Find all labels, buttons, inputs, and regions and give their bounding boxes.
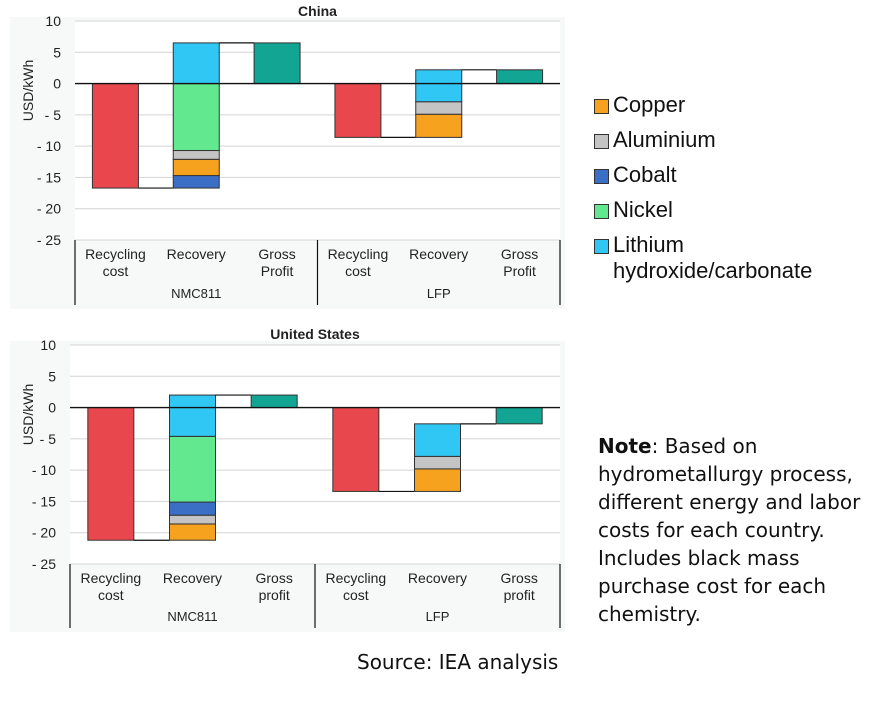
- bar-segment-aluminium: [169, 514, 216, 525]
- category-label-line: Gross: [500, 570, 537, 586]
- category-label: Recovery: [167, 246, 226, 262]
- bar-recycling-cost: [91, 83, 139, 189]
- category-label-line: profit: [504, 587, 535, 603]
- category-label: Recovery: [409, 246, 468, 262]
- y-tick-label: 5: [48, 368, 56, 384]
- y-tick-label: - 25: [37, 232, 61, 248]
- legend-swatch: [594, 204, 609, 219]
- category-label: Recycling cost: [328, 246, 389, 279]
- category-label-line: cost: [343, 587, 369, 603]
- y-tick-label: - 15: [32, 493, 56, 509]
- category-label-line: Recycling: [80, 570, 141, 586]
- group-label: LFP: [426, 609, 450, 624]
- chart-title: China: [298, 3, 337, 19]
- bar-segment-aluminium: [414, 455, 461, 470]
- y-axis-label: USD/kWh: [20, 60, 36, 121]
- bar-gross-profit: [496, 69, 544, 85]
- category-label: Recovery: [163, 570, 222, 586]
- source-text: Source: IEA analysis: [357, 650, 559, 674]
- legend-item: Cobalt: [594, 162, 812, 188]
- bar-gross-profit: [495, 407, 543, 425]
- legend-label: Cobalt: [613, 162, 677, 187]
- bar-recycling-cost: [334, 83, 382, 138]
- legend-label: Nickel: [613, 197, 673, 222]
- bar-segment-copper: [172, 158, 220, 177]
- legend-item: Nickel: [594, 197, 812, 223]
- category-label: Recovery: [408, 570, 467, 586]
- bar-recycling-cost: [87, 407, 135, 541]
- category-label-line: Recycling: [328, 246, 389, 262]
- note-label: Note: [598, 434, 652, 458]
- bar-segment-nickel: [172, 83, 220, 152]
- category-label-line: cost: [345, 263, 371, 279]
- category-label: Recycling cost: [85, 246, 146, 279]
- category-label-line: Gross: [501, 246, 538, 262]
- category-label: Recycling cost: [325, 570, 386, 603]
- legend-label: Lithium hydroxide/carbonate: [613, 232, 813, 283]
- y-axis-label: USD/kWh: [20, 384, 36, 445]
- note-text: : Based on hydrometallurgy process, diff…: [598, 434, 861, 626]
- legend-item: Copper: [594, 92, 812, 118]
- y-tick-label: 0: [48, 400, 56, 416]
- y-tick-label: - 25: [32, 556, 56, 572]
- category-label-line: Gross: [258, 246, 295, 262]
- category-label-line: Recycling: [85, 246, 146, 262]
- bar-segment-nickel: [169, 435, 216, 503]
- y-tick-label: 0: [53, 76, 61, 92]
- bar-gross-profit: [253, 42, 301, 85]
- bar-segment-copper: [415, 113, 463, 138]
- y-tick-label: 10: [40, 337, 56, 353]
- bar-segment-copper: [414, 468, 461, 492]
- legend-item: Lithium hydroxide/carbonate: [594, 232, 812, 284]
- category-label-line: Recycling: [325, 570, 386, 586]
- group-label: LFP: [427, 286, 451, 301]
- y-tick-label: - 5: [45, 107, 62, 123]
- bar-segment-cobalt: [169, 501, 216, 516]
- bar-segment-lithium: [172, 42, 220, 85]
- category-label: Recycling cost: [80, 570, 141, 603]
- category-label-line: Profit: [261, 263, 294, 279]
- group-label: NMC811: [171, 286, 221, 301]
- y-tick-label: - 20: [32, 525, 56, 541]
- y-tick-label: - 5: [40, 431, 57, 447]
- bar-segment-lithium: [169, 394, 216, 437]
- legend-swatch: [594, 134, 609, 149]
- category-label-line: cost: [98, 587, 124, 603]
- legend-label: Aluminium: [613, 127, 716, 152]
- bar-recycling-cost: [332, 407, 380, 492]
- legend-swatch: [594, 169, 609, 184]
- category-label-line: profit: [259, 587, 290, 603]
- note: Note: Based on hydrometallurgy process, …: [598, 432, 881, 628]
- charts-area: China USD/kWh 10 5 0 - 5 - 10 - 15 - 20 - 25 Recyc…: [20, 3, 561, 628]
- category-label: Gross Profit: [258, 246, 295, 279]
- y-tick-label: - 10: [37, 138, 61, 154]
- category-label: Gross profit: [255, 570, 292, 603]
- bar-gross-profit: [250, 394, 298, 409]
- category-label: Gross Profit: [501, 246, 538, 279]
- y-tick-label: - 20: [37, 201, 61, 217]
- category-label-line: Gross: [255, 570, 292, 586]
- category-label-line: Profit: [503, 263, 536, 279]
- legend-item: Aluminium: [594, 127, 812, 153]
- plot-background: [70, 345, 560, 564]
- bar-segment-cobalt: [172, 175, 220, 189]
- legend-swatch: [594, 239, 609, 254]
- y-tick-label: - 15: [37, 169, 61, 185]
- bar-segment-copper: [169, 523, 216, 541]
- legend-label: Copper: [613, 92, 686, 117]
- plot-background: [75, 21, 560, 240]
- chart-title: United States: [270, 326, 360, 342]
- bar-segment-lithium: [415, 69, 463, 103]
- legend-swatch: [594, 99, 609, 114]
- group-label: NMC811: [167, 609, 217, 624]
- bar-segment-aluminium: [415, 101, 463, 115]
- category-label: Gross profit: [500, 570, 537, 603]
- legend: Copper Aluminium Cobalt Nickel Lithium hydro…: [594, 92, 812, 293]
- category-label-line: cost: [103, 263, 129, 279]
- y-tick-label: 5: [53, 44, 61, 60]
- y-tick-label: - 10: [32, 462, 56, 478]
- bar-segment-aluminium: [172, 150, 220, 160]
- y-tick-label: 10: [45, 13, 61, 29]
- bar-segment-lithium: [414, 423, 461, 457]
